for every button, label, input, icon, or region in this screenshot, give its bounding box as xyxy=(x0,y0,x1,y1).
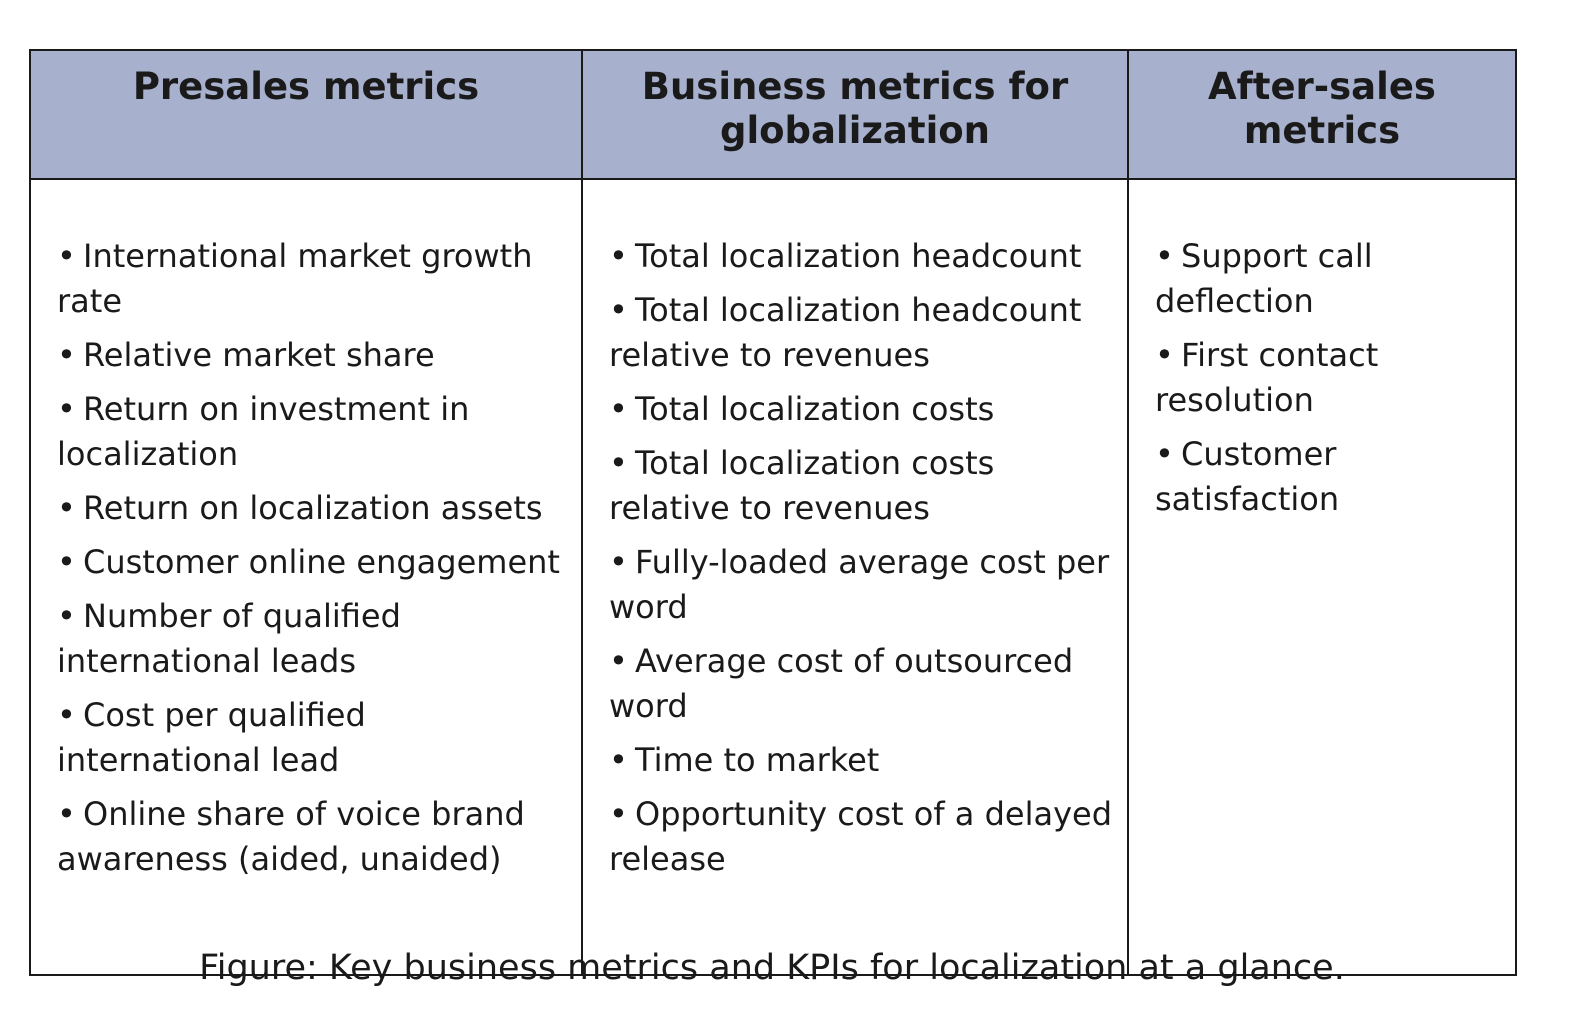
after-sales-list: • Support call deflection • First contact r… xyxy=(1155,234,1505,522)
metric-item: • Return on investment in localization xyxy=(57,387,571,477)
metric-item: • Total localization costs xyxy=(609,387,1117,432)
metric-text: Average cost of outsourced word xyxy=(609,642,1074,725)
metric-text: Time to market xyxy=(635,741,880,779)
metrics-table: Presales metrics Business metrics for gl… xyxy=(29,49,1517,976)
presales-header: Presales metrics xyxy=(29,49,583,180)
metric-item: • Total localization headcount relative t… xyxy=(609,288,1117,378)
bullet-icon: • xyxy=(609,741,628,779)
metric-item: • Opportunity cost of a delayed release xyxy=(609,792,1117,882)
metric-text: Online share of voice brand awareness (a… xyxy=(57,795,525,878)
bullet-icon: • xyxy=(57,336,76,374)
metric-text: Fully-loaded average cost per word xyxy=(609,543,1110,626)
metric-item: • Number of qualified international leads xyxy=(57,594,571,684)
bullet-icon: • xyxy=(1155,435,1174,473)
metric-text: First contact resolution xyxy=(1155,336,1379,419)
metric-item: • Support call deflection xyxy=(1155,234,1505,324)
bullet-icon: • xyxy=(57,597,76,635)
bullet-icon: • xyxy=(57,795,76,833)
metric-item: • Cost per qualified international lead xyxy=(57,693,571,783)
metric-text: Cost per qualified international lead xyxy=(57,696,366,779)
metric-text: Total localization costs xyxy=(635,390,995,428)
business-header: Business metrics for globalization xyxy=(581,49,1129,180)
bullet-icon: • xyxy=(609,237,628,275)
metric-text: Support call deflection xyxy=(1155,237,1373,320)
metric-text: Relative market share xyxy=(83,336,435,374)
metric-item: • Average cost of outsourced word xyxy=(609,639,1117,729)
metric-item: • Relative market share xyxy=(57,333,571,378)
bullet-icon: • xyxy=(1155,336,1174,374)
bullet-icon: • xyxy=(609,543,628,581)
metric-text: Opportunity cost of a delayed release xyxy=(609,795,1112,878)
metric-text: Total localization headcount relative to… xyxy=(609,291,1082,374)
metric-item: • International market growth rate xyxy=(57,234,571,324)
metric-item: • Total localization headcount xyxy=(609,234,1117,279)
bullet-icon: • xyxy=(609,444,628,482)
metric-item: • Customer online engagement xyxy=(57,540,571,585)
metric-text: Return on localization assets xyxy=(83,489,543,527)
metric-text: Number of qualified international leads xyxy=(57,597,401,680)
figure-caption: Figure: Key business metrics and KPIs fo… xyxy=(199,948,1345,988)
metric-text: Return on investment in localization xyxy=(57,390,470,473)
bullet-icon: • xyxy=(609,390,628,428)
metric-item: • Online share of voice brand awareness (… xyxy=(57,792,571,882)
bullet-icon: • xyxy=(57,390,76,428)
metric-item: • Time to market xyxy=(609,738,1117,783)
presales-cell: • International market growth rate • Relati… xyxy=(29,178,583,976)
metric-text: Customer satisfaction xyxy=(1155,435,1340,518)
bullet-icon: • xyxy=(57,237,76,275)
bullet-icon: • xyxy=(57,489,76,527)
bullet-icon: • xyxy=(609,291,628,329)
bullet-icon: • xyxy=(1155,237,1174,275)
business-list: • Total localization headcount • Total loca… xyxy=(609,234,1117,882)
header-row: Presales metrics Business metrics for gl… xyxy=(29,49,1517,180)
bullet-icon: • xyxy=(609,642,628,680)
metric-text: International market growth rate xyxy=(57,237,533,320)
bullet-icon: • xyxy=(57,696,76,734)
metric-text: Total localization headcount xyxy=(635,237,1082,275)
body-row: • International market growth rate • Relati… xyxy=(29,178,1517,976)
metric-item: • Fully-loaded average cost per word xyxy=(609,540,1117,630)
after-sales-header: After-sales metrics xyxy=(1127,49,1517,180)
business-cell: • Total localization headcount • Total loca… xyxy=(581,178,1129,976)
metric-item: • Return on localization assets xyxy=(57,486,571,531)
metric-item: • First contact resolution xyxy=(1155,333,1505,423)
bullet-icon: • xyxy=(57,543,76,581)
metric-text: Total localization costs relative to rev… xyxy=(609,444,995,527)
presales-list: • International market growth rate • Relati… xyxy=(57,234,571,882)
metric-item: • Total localization costs relative to re… xyxy=(609,441,1117,531)
metric-item: • Customer satisfaction xyxy=(1155,432,1505,522)
bullet-icon: • xyxy=(609,795,628,833)
metric-text: Customer online engagement xyxy=(83,543,560,581)
after-sales-cell: • Support call deflection • First contact r… xyxy=(1127,178,1517,976)
